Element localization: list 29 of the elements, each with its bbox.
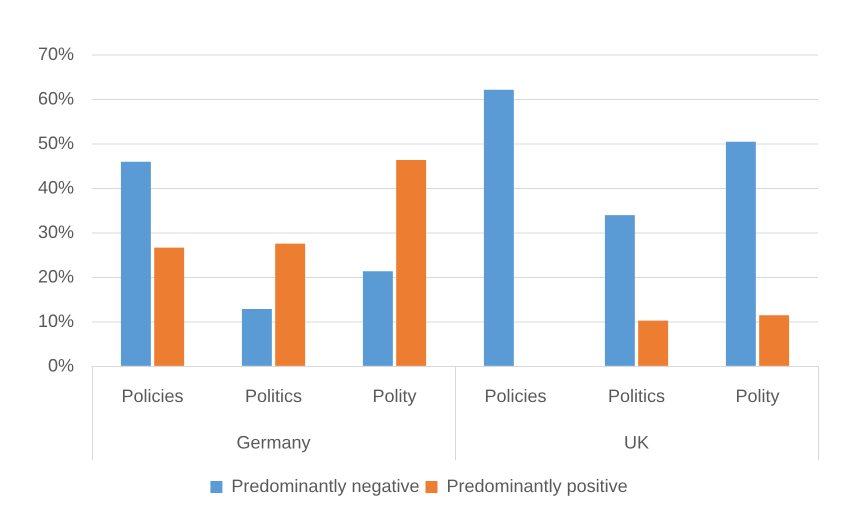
bar [759,315,790,366]
y-tick-label: 30% [38,222,74,242]
y-tick-label: 50% [38,132,74,153]
x-tick-label: Politics [608,386,666,406]
bar [242,309,272,366]
x-tick-label: Policies [122,386,184,406]
x-tick-label: Polity [735,386,780,406]
legend-label: Predominantly negative [231,476,420,496]
x-tick-label: Politics [245,386,302,406]
text: Germany [236,432,311,452]
bar [362,271,393,366]
bar [604,215,635,366]
bar [120,162,151,366]
y-tick-label: 60% [38,88,74,108]
x-tick-label: Policies [484,386,547,406]
y-tick-label: 10% [38,310,74,331]
bar [396,160,426,366]
bar [275,244,306,366]
y-tick-label: 70% [38,44,74,64]
x-tick-label: Polity [372,386,417,406]
y-tick-label: 0% [48,355,74,376]
y-tick-label: 20% [38,266,74,286]
text: UK [624,432,650,452]
bar [154,248,184,366]
legend-label: Predominantly positive [446,476,628,496]
bar [726,142,756,366]
bar [484,90,514,366]
bar [638,320,668,366]
y-tick-label: 40% [38,177,74,198]
